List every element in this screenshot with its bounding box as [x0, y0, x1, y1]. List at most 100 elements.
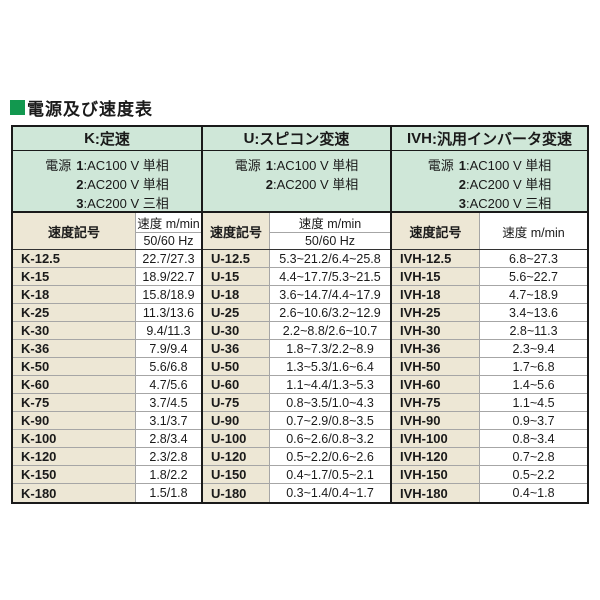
speed-symbol-cell: U-50 — [203, 358, 270, 375]
speed-symbol-cell: U-100 — [203, 430, 270, 447]
speed-value-cell: 0.8~3.4 — [480, 430, 587, 447]
table-row: K-60 4.7/5.6 — [13, 376, 201, 394]
power-source-k: 電源 1:AC100 V 単相 2:AC200 V 単相 3:AC200 V 三相 — [13, 151, 201, 213]
table-row: IVH-12.5 6.8~27.3 — [392, 250, 587, 268]
power-option-text: :AC200 V 単相 — [465, 177, 552, 192]
column-headers-k: 速度記号 速度 m/min 50/60 Hz — [13, 213, 201, 250]
section-title-name: :スピコン変速 — [254, 131, 350, 148]
section-title-ivh: IVH:汎用インバータ変速 — [392, 127, 587, 151]
speed-value-cell: 0.8~3.5/1.0~4.3 — [270, 394, 390, 411]
power-option-text: :AC200 V 単相 — [83, 177, 169, 192]
table-row: K-18 15.8/18.9 — [13, 286, 201, 304]
table-row: IVH-25 3.4~13.6 — [392, 304, 587, 322]
section-title-u: U:スピコン変速 — [203, 127, 390, 151]
speed-value-cell: 4.4~17.7/5.3~21.5 — [270, 268, 390, 285]
speed-value-cell: 5.3~21.2/6.4~25.8 — [270, 250, 390, 267]
table-row: IVH-36 2.3~9.4 — [392, 340, 587, 358]
power-source-block: 電源 1:AC100 V 単相 2:AC200 V 単相 3:AC200 V 三相 — [45, 156, 169, 211]
table-row: IVH-90 0.9~3.7 — [392, 412, 587, 430]
green-square-icon — [10, 100, 25, 115]
table-row: K-120 2.3/2.8 — [13, 448, 201, 466]
power-source-u: 電源 1:AC100 V 単相 2:AC200 V 単相 — [203, 151, 390, 213]
speed-value-cell: 3.7/4.5 — [136, 394, 201, 411]
speed-symbol-cell: IVH-25 — [392, 304, 480, 321]
speed-symbol-cell: U-90 — [203, 412, 270, 429]
speed-symbol-cell: IVH-36 — [392, 340, 480, 357]
table-row: IVH-30 2.8~11.3 — [392, 322, 587, 340]
speed-symbol-cell: U-180 — [203, 484, 270, 502]
speed-symbol-cell: U-25 — [203, 304, 270, 321]
power-source-block: 電源 1:AC100 V 単相 2:AC200 V 単相 — [235, 156, 359, 211]
speed-value-cell: 1.8~7.3/2.2~8.9 — [270, 340, 390, 357]
power-option-number: 1 — [458, 158, 466, 173]
speed-unit-label: 速度 m/min — [136, 213, 201, 233]
speed-value-cell: 15.8/18.9 — [136, 286, 201, 303]
table-row: K-30 9.4/11.3 — [13, 322, 201, 340]
speed-value-cell: 9.4/11.3 — [136, 322, 201, 339]
speed-symbol-cell: IVH-12.5 — [392, 250, 480, 267]
speed-value-cell: 1.8/2.2 — [136, 466, 201, 483]
speed-symbol-cell: K-100 — [13, 430, 136, 447]
section-title-prefix: IVH — [406, 130, 432, 147]
speed-value-cell: 6.8~27.3 — [480, 250, 587, 267]
speed-symbol-cell: IVH-15 — [392, 268, 480, 285]
speed-value-cell: 4.7/5.6 — [136, 376, 201, 393]
power-option-text: :AC200 V 単相 — [272, 177, 359, 192]
power-source-ivh: 電源 1:AC100 V 単相 2:AC200 V 単相 3:AC200 V 三相 — [392, 151, 587, 213]
power-source-line: 1:AC100 V 単相 — [459, 156, 552, 175]
speed-symbol-cell: IVH-120 — [392, 448, 480, 465]
table-row: K-25 11.3/13.6 — [13, 304, 201, 322]
data-rows-ivh: IVH-12.5 6.8~27.3 IVH-15 5.6~22.7 IVH-18 4.7~… — [392, 250, 587, 502]
column-headers-ivh: 速度記号 速度 m/min — [392, 213, 587, 250]
speed-symbol-cell: K-50 — [13, 358, 136, 375]
table-row: U-12.5 5.3~21.2/6.4~25.8 — [203, 250, 390, 268]
speed-value-cell: 1.7~6.8 — [480, 358, 587, 375]
power-source-label: 電源 — [45, 158, 72, 173]
speed-symbol-cell: IVH-90 — [392, 412, 480, 429]
table-row: K-36 7.9/9.4 — [13, 340, 201, 358]
section-title-k: K:定速 — [13, 127, 201, 151]
power-option-text: :AC100 V 単相 — [272, 158, 359, 173]
speed-value-cell: 0.6~2.6/0.8~3.2 — [270, 430, 390, 447]
speed-symbol-cell: IVH-50 — [392, 358, 480, 375]
speed-value-cell: 2.2~8.8/2.6~10.7 — [270, 322, 390, 339]
symbol-column-header: 速度記号 — [392, 213, 480, 249]
speed-symbol-cell: IVH-18 — [392, 286, 480, 303]
speed-value-cell: 2.3/2.8 — [136, 448, 201, 465]
power-option-text: :AC100 V 単相 — [83, 158, 169, 173]
speed-symbol-cell: IVH-100 — [392, 430, 480, 447]
speed-symbol-cell: U-60 — [203, 376, 270, 393]
speed-symbol-cell: K-120 — [13, 448, 136, 465]
power-option-number: 3 — [458, 196, 466, 211]
speed-symbol-cell: K-36 — [13, 340, 136, 357]
speed-symbol-cell: K-18 — [13, 286, 136, 303]
speed-symbol-cell: K-25 — [13, 304, 136, 321]
speed-symbol-cell: U-120 — [203, 448, 270, 465]
speed-value-cell: 2.6~10.6/3.2~12.9 — [270, 304, 390, 321]
power-source-lines: 1:AC100 V 単相 2:AC200 V 単相 3:AC200 V 三相 — [76, 156, 169, 211]
table-row: K-100 2.8/3.4 — [13, 430, 201, 448]
symbol-column-header: 速度記号 — [13, 213, 136, 249]
speed-symbol-cell: U-18 — [203, 286, 270, 303]
speed-value-cell: 0.4~1.8 — [480, 484, 587, 502]
section-k: K:定速 電源 1:AC100 V 単相 2:AC200 V 単相 3:AC200 V … — [13, 127, 201, 502]
speed-value-cell: 18.9/22.7 — [136, 268, 201, 285]
table-row: K-15 18.9/22.7 — [13, 268, 201, 286]
speed-symbol-cell: U-12.5 — [203, 250, 270, 267]
speed-symbol-cell: K-150 — [13, 466, 136, 483]
section-u: U:スピコン変速 電源 1:AC100 V 単相 2:AC200 V 単相 速度記号 速度… — [201, 127, 390, 502]
speed-value-cell: 4.7~18.9 — [480, 286, 587, 303]
table-row: K-12.5 22.7/27.3 — [13, 250, 201, 268]
power-source-block: 電源 1:AC100 V 単相 2:AC200 V 単相 3:AC200 V 三相 — [428, 156, 552, 211]
power-option-number: 3 — [76, 196, 84, 211]
speed-value-cell: 1.1~4.4/1.3~5.3 — [270, 376, 390, 393]
speed-value-cell: 0.9~3.7 — [480, 412, 587, 429]
table-row: IVH-18 4.7~18.9 — [392, 286, 587, 304]
table-row: U-30 2.2~8.8/2.6~10.7 — [203, 322, 390, 340]
table-row: K-50 5.6/6.8 — [13, 358, 201, 376]
speed-symbol-cell: K-60 — [13, 376, 136, 393]
table-row: U-50 1.3~5.3/1.6~6.4 — [203, 358, 390, 376]
speed-column-header: 速度 m/min — [480, 213, 587, 249]
section-ivh: IVH:汎用インバータ変速 電源 1:AC100 V 単相 2:AC200 V 単相 3… — [390, 127, 587, 502]
speed-symbol-cell: K-90 — [13, 412, 136, 429]
